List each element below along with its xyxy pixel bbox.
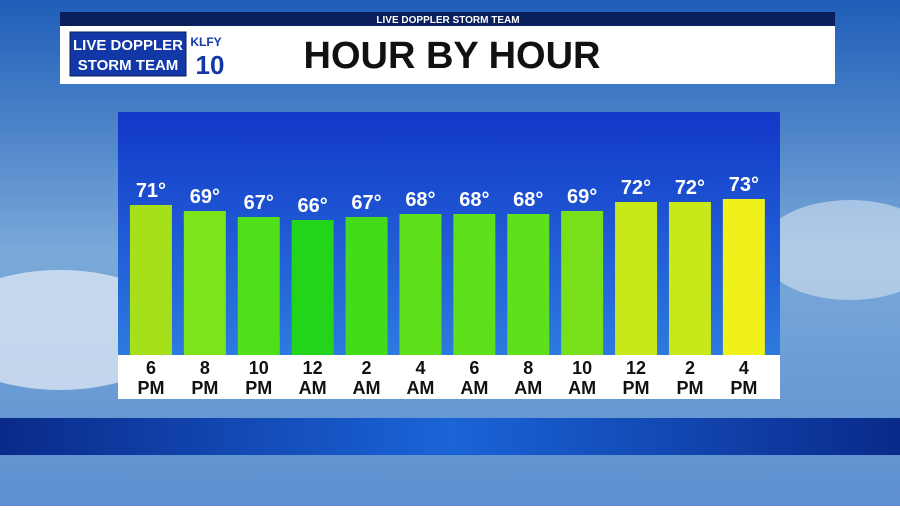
bar — [399, 214, 442, 355]
banner-text: LIVE DOPPLER STORM TEAM — [376, 15, 519, 26]
x-tick-label: AM — [299, 378, 327, 398]
label-strip — [118, 355, 780, 399]
value-label: 68° — [459, 189, 489, 211]
x-tick-label: 8 — [523, 358, 533, 378]
header-strip — [60, 12, 835, 26]
bar — [507, 214, 550, 355]
channel-text: 10 — [196, 50, 225, 80]
bar — [561, 211, 604, 355]
station-text: KLFY — [190, 35, 221, 49]
value-label: 69° — [190, 186, 220, 208]
value-label: 66° — [298, 195, 328, 217]
bar — [345, 217, 388, 355]
value-label: 71° — [136, 180, 166, 202]
value-label: 67° — [244, 192, 274, 214]
bottom-band — [0, 418, 900, 455]
x-tick-label: 2 — [685, 358, 695, 378]
cloud — [760, 200, 900, 300]
logo-text: STORM TEAM — [78, 57, 179, 74]
x-tick-label: 2 — [362, 358, 372, 378]
bar — [722, 199, 765, 355]
x-tick-label: AM — [353, 378, 381, 398]
plot: 71°6PM69°8PM67°10PM66°12AM67°2AM68°4AM68… — [129, 174, 765, 398]
bar — [453, 214, 496, 355]
x-tick-label: AM — [406, 378, 434, 398]
x-tick-label: 6 — [146, 358, 156, 378]
bar — [129, 205, 172, 355]
x-tick-label: PM — [730, 378, 757, 398]
bar — [291, 220, 334, 355]
x-tick-label: PM — [137, 378, 164, 398]
logo-text: LIVE DOPPLER — [73, 37, 183, 54]
bar — [183, 211, 226, 355]
x-tick-label: AM — [460, 378, 488, 398]
x-tick-label: 4 — [415, 358, 425, 378]
x-tick-label: 4 — [739, 358, 749, 378]
x-tick-label: 10 — [249, 358, 269, 378]
x-tick-label: AM — [514, 378, 542, 398]
bar — [237, 217, 280, 355]
value-label: 69° — [567, 186, 597, 208]
x-tick-label: PM — [245, 378, 272, 398]
x-tick-label: 8 — [200, 358, 210, 378]
value-label: 67° — [351, 192, 381, 214]
bar — [615, 202, 658, 355]
x-tick-label: 12 — [303, 358, 323, 378]
logo-box — [69, 31, 187, 77]
x-tick-label: 10 — [572, 358, 592, 378]
value-label: 68° — [513, 189, 543, 211]
x-tick-label: PM — [676, 378, 703, 398]
value-label: 73° — [729, 174, 759, 196]
x-tick-label: AM — [568, 378, 596, 398]
bar — [668, 202, 711, 355]
x-tick-label: PM — [623, 378, 650, 398]
x-tick-label: 12 — [626, 358, 646, 378]
value-label: 72° — [675, 177, 705, 199]
value-label: 72° — [621, 177, 651, 199]
value-label: 68° — [405, 189, 435, 211]
x-tick-label: 6 — [469, 358, 479, 378]
chart-title: HOUR BY HOUR — [304, 35, 601, 77]
x-tick-label: PM — [191, 378, 218, 398]
